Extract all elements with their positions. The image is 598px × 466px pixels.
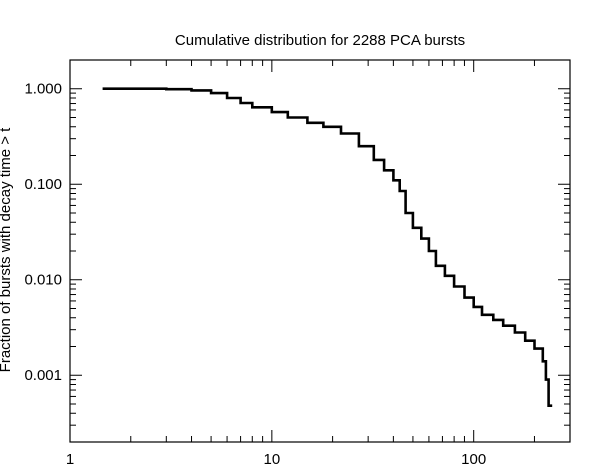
series-group [102,87,553,407]
y-tick-label: 1.000 [24,81,62,98]
axis-tick-labels: 1 10 100 0.001 0.010 0.100 1.000 [24,81,486,466]
x-tick-label: 10 [264,451,281,466]
chart-title: Cumulative distribution for 2288 PCA bur… [175,32,465,49]
y-axis-label-group: Fraction of bursts with decay time > t [0,127,14,373]
series-line-0 [102,87,553,407]
y-axis-label: Fraction of bursts with decay time > t [0,127,14,373]
x-tick-label: 1 [66,451,74,466]
y-tick-label: 0.001 [24,367,62,384]
y-tick-label: 0.100 [24,176,62,193]
axis-ticks [69,59,571,443]
x-tick-label: 100 [461,451,486,466]
y-tick-label: 0.010 [24,272,62,289]
plot-frame [69,59,571,443]
